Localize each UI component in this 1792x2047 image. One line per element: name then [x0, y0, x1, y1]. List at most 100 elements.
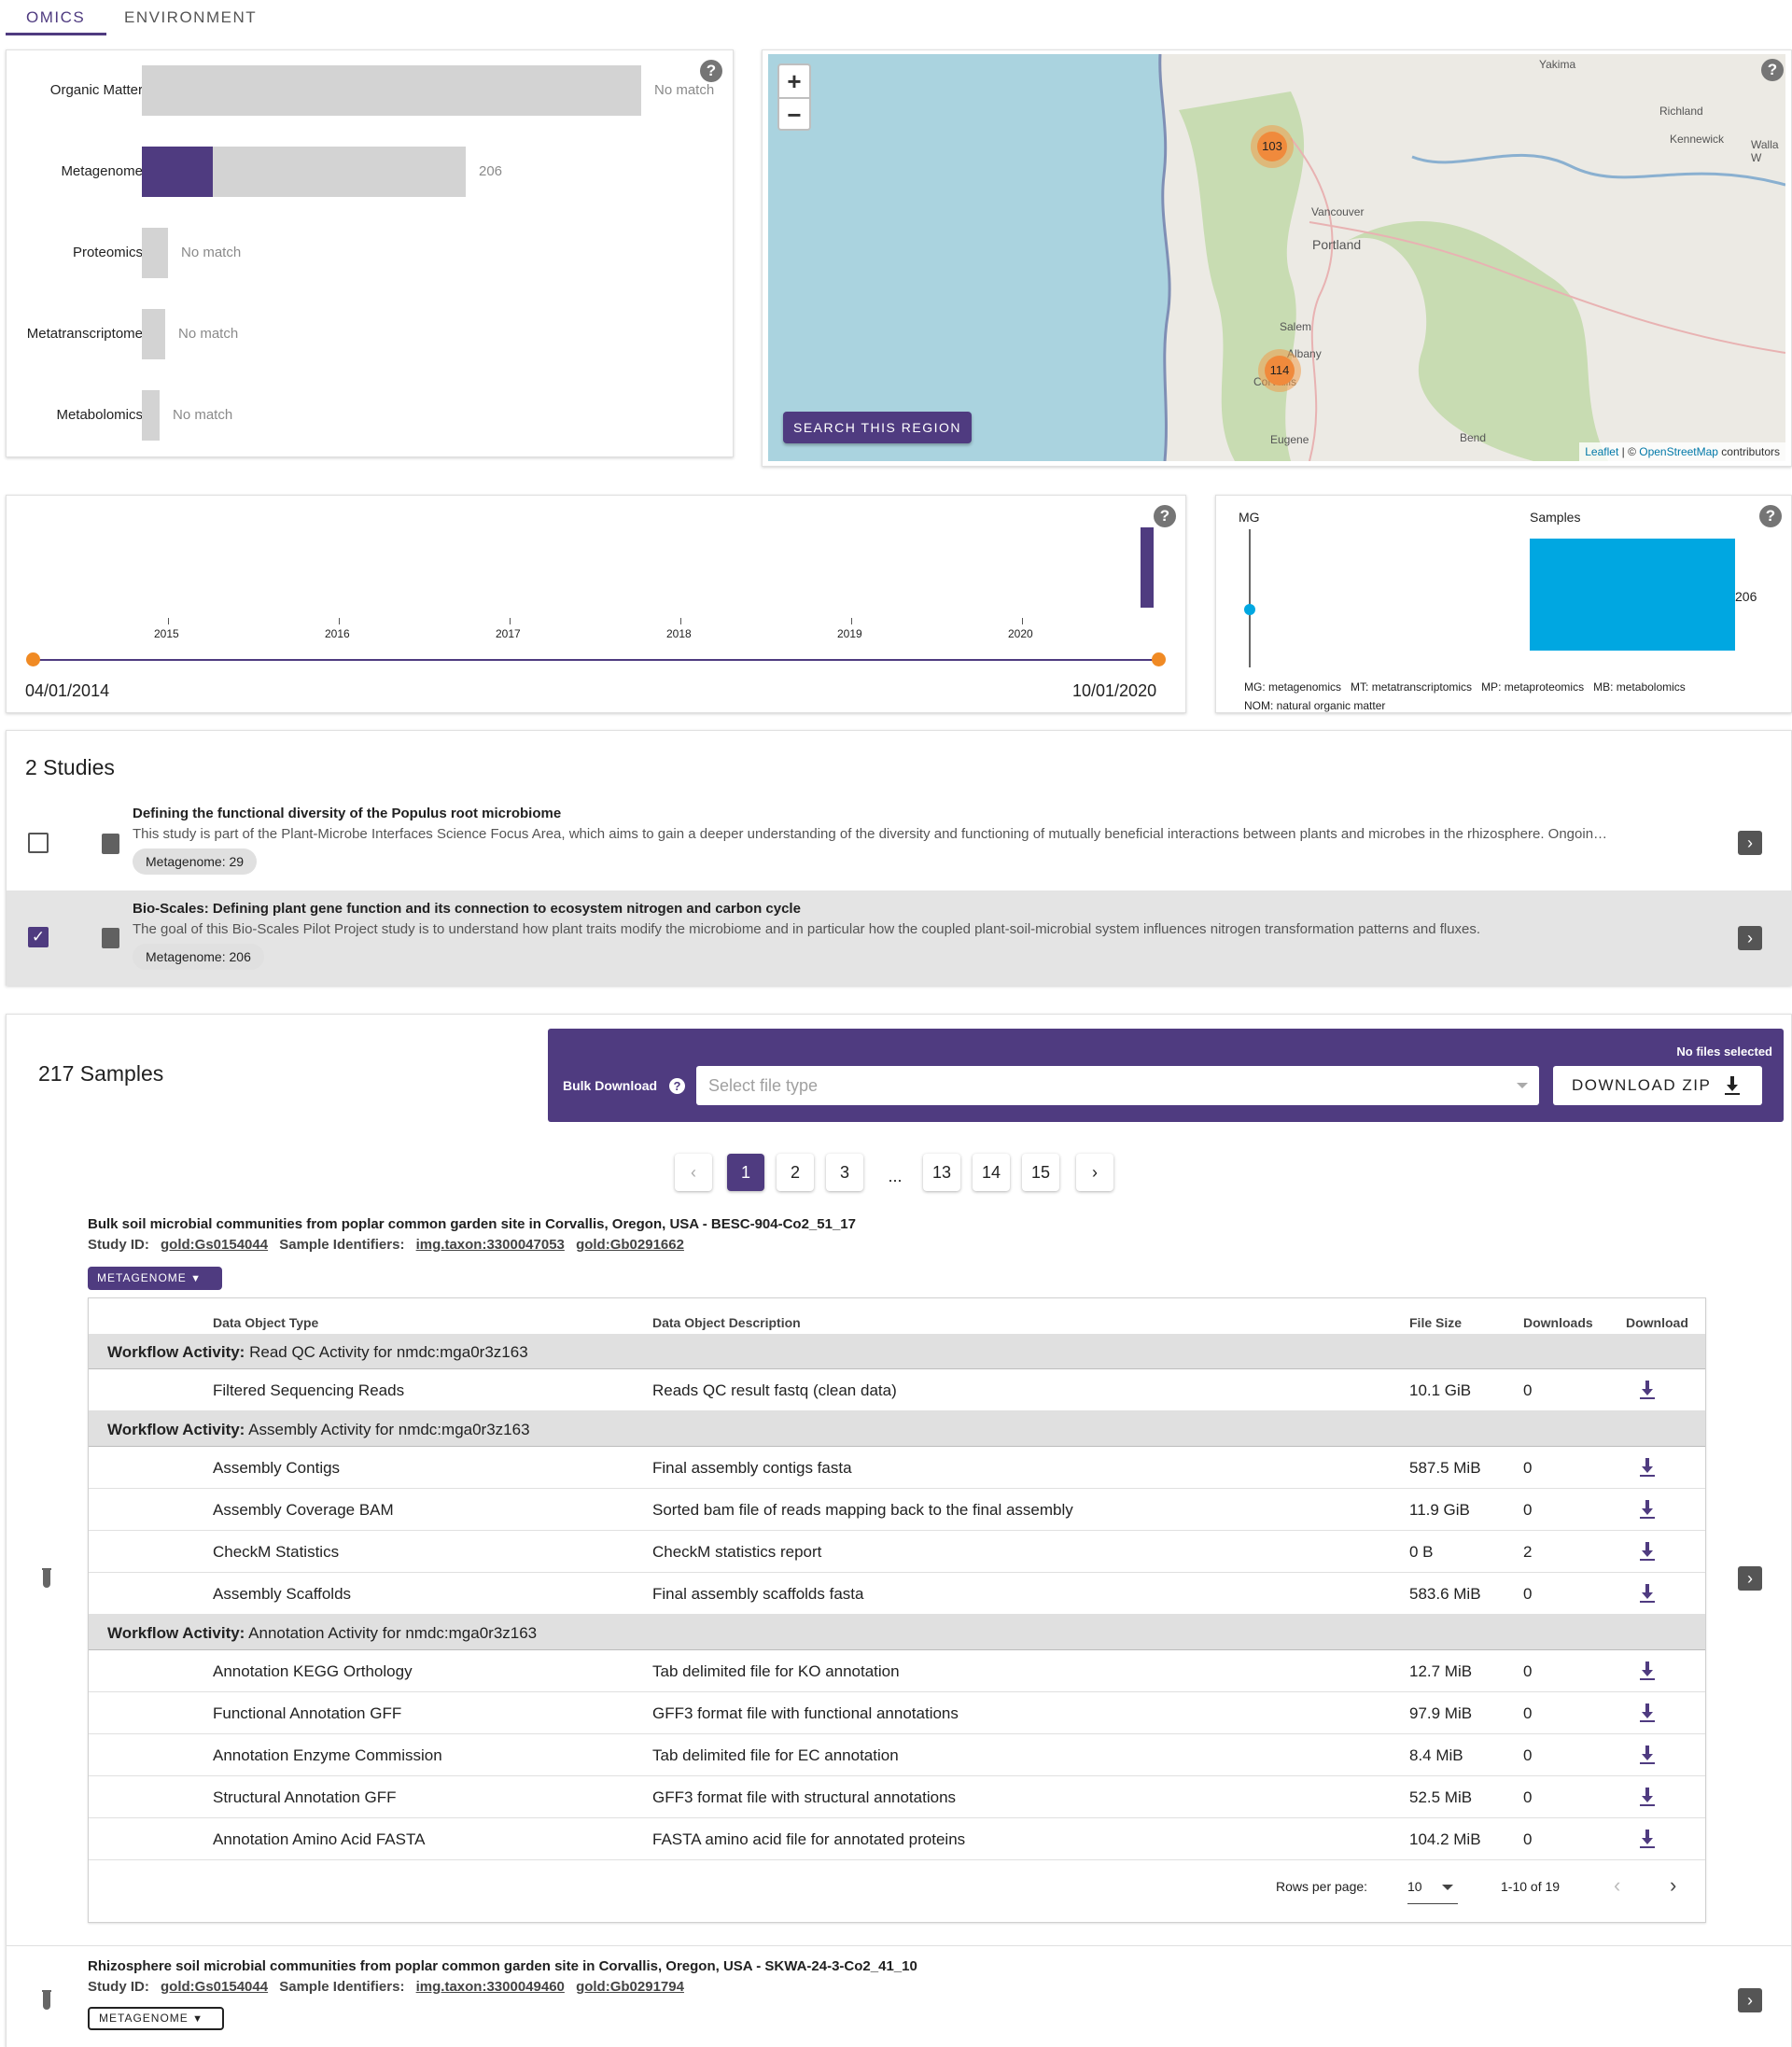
page-button[interactable]: 14 [973, 1154, 1010, 1191]
help-icon[interactable]: ? [700, 60, 722, 82]
study-checkbox[interactable]: ✓ [28, 927, 49, 947]
file-size: 52.5 MiB [1409, 1788, 1473, 1806]
data-object-type: Annotation Enzyme Commission [213, 1746, 442, 1764]
data-object-type: Annotation Amino Acid FASTA [213, 1830, 426, 1848]
data-object-type: Assembly Contigs [213, 1459, 341, 1477]
help-icon[interactable]: ? [1759, 505, 1782, 527]
study-id-label: Study ID: [88, 1237, 149, 1253]
table-header: Data Object Type [213, 1315, 319, 1330]
next-page-button[interactable]: › [1076, 1154, 1113, 1191]
slider-track[interactable] [1249, 529, 1251, 667]
sample-title[interactable]: Rhizosphere soil microbial communities f… [88, 1958, 917, 1974]
download-icon[interactable] [1638, 1660, 1657, 1682]
sample-identifiers: Study ID: gold:Gs0154044 Sample Identifi… [88, 1237, 684, 1253]
download-zip-button[interactable]: DOWNLOAD ZIP [1553, 1066, 1762, 1105]
download-icon[interactable] [1638, 1540, 1657, 1563]
map-cluster-marker[interactable]: 114 [1258, 349, 1301, 392]
help-icon[interactable]: ? [1761, 59, 1784, 81]
omics-bar[interactable] [142, 228, 168, 278]
data-object-type: Assembly Coverage BAM [213, 1501, 394, 1519]
chevron-right-icon[interactable]: › [1738, 1566, 1762, 1591]
city-label: Yakima [1539, 58, 1576, 71]
sample-title[interactable]: Bulk soil microbial communities from pop… [88, 1216, 856, 1232]
omics-bar-label: Metatranscriptome [26, 326, 143, 342]
metagenome-toggle-button[interactable]: METAGENOME ▼ [88, 2007, 224, 2030]
bulk-download-label: Bulk Download [563, 1078, 658, 1093]
tab-environment[interactable]: ENVIRONMENT [124, 8, 258, 26]
studies-panel: 2 Studies Defining the functional divers… [6, 730, 1792, 986]
sample-id-link[interactable]: gold:Gb0291662 [576, 1237, 684, 1253]
help-icon[interactable]: ? [669, 1078, 685, 1094]
table-row: Assembly Coverage BAM Sorted bam file of … [89, 1489, 1705, 1531]
download-count: 0 [1523, 1830, 1533, 1848]
chevron-right-icon[interactable]: › [1738, 926, 1762, 950]
chevron-right-icon[interactable]: › [1738, 831, 1762, 855]
metagenome-toggle-button[interactable]: METAGENOME ▼ [88, 1267, 222, 1290]
chevron-down-icon: ▼ [190, 1273, 203, 1284]
download-count: 0 [1523, 1381, 1533, 1399]
study-row[interactable]: ✓ Bio-Scales: Defining plant gene functi… [7, 890, 1792, 986]
tab-omics[interactable]: OMICS [26, 8, 86, 26]
workflow-activity-group: Workflow Activity: Annotation Activity f… [89, 1615, 1705, 1650]
attribution-text: contributors [1717, 445, 1780, 458]
download-icon[interactable] [1638, 1498, 1657, 1521]
download-icon[interactable] [1638, 1379, 1657, 1401]
zoom-in-button[interactable]: + [777, 63, 811, 97]
chevron-right-icon[interactable]: › [1738, 1988, 1762, 2012]
study-title[interactable]: Bio-Scales: Defining plant gene function… [133, 901, 801, 917]
file-type-select[interactable]: Select file type [696, 1066, 1539, 1105]
study-title[interactable]: Defining the functional diversity of the… [133, 806, 562, 821]
download-count: 0 [1523, 1704, 1533, 1722]
study-chip: Metagenome: 29 [133, 848, 258, 875]
timeline-start-handle[interactable] [26, 652, 40, 666]
slider-handle[interactable] [1244, 604, 1255, 615]
map-canvas[interactable]: + − Yakima Richland Kennewick Walla W Va… [768, 54, 1785, 461]
osm-link[interactable]: OpenStreetMap [1639, 445, 1718, 458]
city-label: Portland [1312, 237, 1362, 252]
study-id-label: Study ID: [88, 1979, 149, 1995]
omics-bar[interactable] [142, 390, 160, 441]
timeline-end-date: 10/01/2020 [1072, 681, 1157, 700]
workflow-activity-group: Workflow Activity: Assembly Activity for… [89, 1411, 1705, 1447]
page-button[interactable]: 1 [727, 1154, 764, 1191]
previous-page-button[interactable]: ‹ [1614, 1873, 1621, 1897]
workflow-name: Read QC Activity for nmdc:mga0r3z163 [245, 1343, 528, 1361]
timeline-end-handle[interactable] [1152, 652, 1166, 666]
timeline-start-date: 04/01/2014 [25, 681, 110, 700]
download-icon[interactable] [1638, 1828, 1657, 1850]
study-description: This study is part of the Plant-Microbe … [133, 826, 1608, 842]
map-cluster-marker[interactable]: 103 [1251, 125, 1294, 168]
download-icon[interactable] [1638, 1744, 1657, 1766]
search-region-button[interactable]: SEARCH THIS REGION [783, 412, 972, 443]
study-row[interactable]: Defining the functional diversity of the… [7, 796, 1792, 890]
page-button[interactable]: 13 [923, 1154, 960, 1191]
rows-per-page-select[interactable]: 10 [1407, 1879, 1458, 1904]
page-button[interactable]: 3 [826, 1154, 863, 1191]
download-icon[interactable] [1638, 1456, 1657, 1479]
sample-id-link[interactable]: img.taxon:3300049460 [415, 1979, 565, 1995]
download-icon[interactable] [1638, 1582, 1657, 1605]
download-zip-label: DOWNLOAD ZIP [1572, 1076, 1712, 1094]
leaflet-link[interactable]: Leaflet [1585, 445, 1619, 458]
download-count: 0 [1523, 1788, 1533, 1806]
page-button[interactable]: 2 [777, 1154, 814, 1191]
bulk-download-bar: No files selected Bulk Download ? Select… [548, 1029, 1784, 1122]
study-checkbox[interactable] [28, 833, 49, 853]
omics-bar[interactable] [142, 65, 641, 116]
previous-page-button[interactable]: ‹ [675, 1154, 712, 1191]
study-id-link[interactable]: gold:Gs0154044 [161, 1237, 269, 1253]
sample-id-link[interactable]: img.taxon:3300047053 [415, 1237, 565, 1253]
omics-bar-count: No match [173, 407, 233, 423]
next-page-button[interactable]: › [1670, 1873, 1677, 1897]
page-button[interactable]: 15 [1022, 1154, 1059, 1191]
cluster-count: 103 [1257, 132, 1287, 161]
download-icon[interactable] [1638, 1786, 1657, 1808]
download-icon[interactable] [1638, 1702, 1657, 1724]
axis-label: MG [1239, 510, 1260, 525]
omics-bar-selected[interactable] [142, 147, 213, 197]
omics-bar[interactable] [142, 309, 165, 359]
zoom-out-button[interactable]: − [777, 97, 811, 131]
help-icon[interactable]: ? [1154, 505, 1176, 527]
study-id-link[interactable]: gold:Gs0154044 [161, 1979, 269, 1995]
sample-id-link[interactable]: gold:Gb0291794 [576, 1979, 684, 1995]
